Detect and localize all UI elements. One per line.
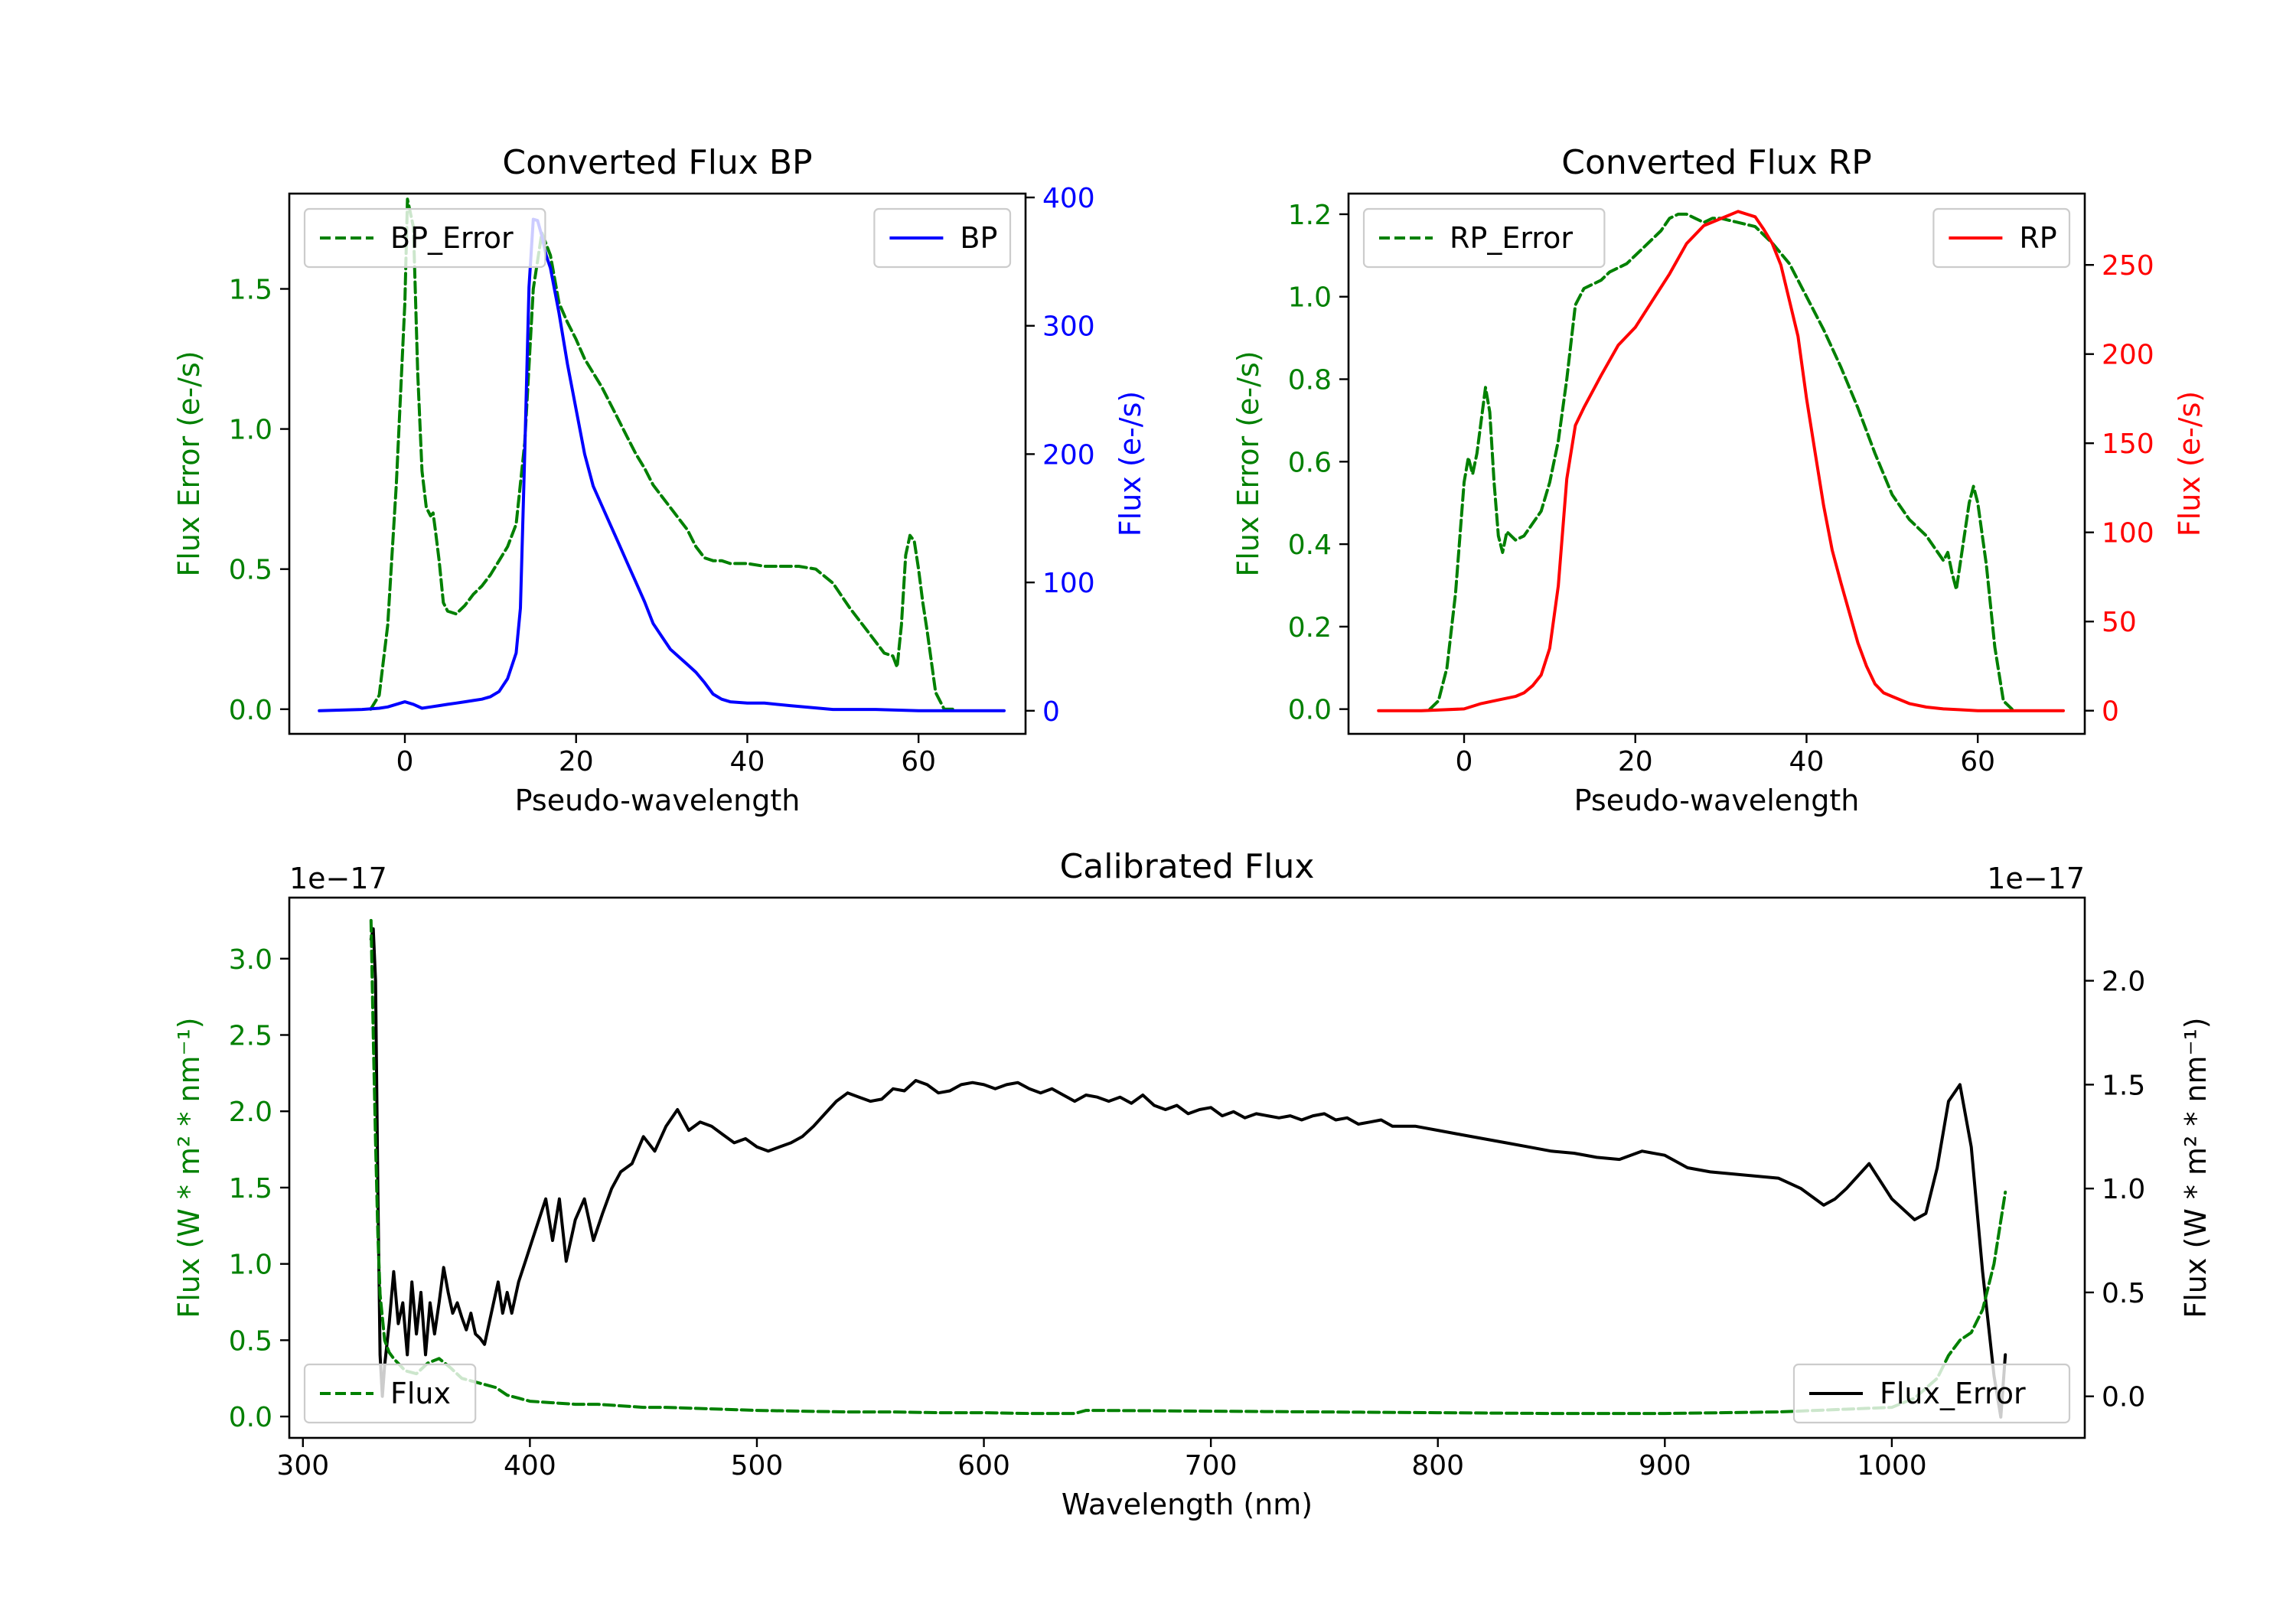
x-axis-label: Pseudo-wavelength	[515, 784, 801, 817]
y-right-tick-label: 0.5	[2102, 1278, 2145, 1309]
x-tick-label: 40	[1789, 746, 1825, 777]
legend-label: Flux_Error	[1880, 1377, 2026, 1410]
y-right-tick-label: 0	[2102, 696, 2119, 728]
legend-label: RP	[2019, 221, 2056, 255]
y-left-tick-label: 1.5	[229, 1173, 272, 1204]
y-left-tick-label: 0.0	[229, 695, 272, 726]
y-right-offset-text: 1e−17	[1987, 862, 2085, 895]
legend-flux_error: Flux	[303, 1363, 477, 1424]
y-right-tick-label: 1.0	[2102, 1174, 2145, 1205]
y-left-tick-label: 1.0	[229, 1250, 272, 1281]
y-right-axis-label: Flux (W * m² * nm⁻¹)	[2179, 1017, 2213, 1318]
axes-frame	[288, 192, 1027, 735]
y-left-tick-label: 0.0	[1288, 695, 1332, 726]
y-right-axis-label: Flux (e-/s)	[2173, 391, 2206, 536]
legend-label: BP	[960, 221, 997, 255]
y-left-axis-label: Flux Error (e-/s)	[1231, 350, 1265, 576]
series-line-bp_error	[369, 197, 954, 711]
x-tick-label: 900	[1639, 1450, 1691, 1482]
series-line-flux	[369, 927, 2007, 1419]
series-line-rp_error	[1428, 212, 2014, 711]
x-tick-label: 60	[1960, 746, 1995, 777]
y-right-tick-label: 50	[2102, 607, 2137, 638]
y-right-tick-label: 400	[1042, 183, 1095, 214]
y-left-tick-label: 1.0	[1288, 282, 1332, 314]
chart-title: Converted Flux BP	[502, 143, 812, 182]
x-axis-label: Wavelength (nm)	[1062, 1488, 1313, 1521]
y-left-tick-label: 2.0	[229, 1097, 272, 1128]
y-left-tick-label: 0.6	[1288, 447, 1332, 478]
y-right-tick-label: 200	[1042, 439, 1095, 471]
x-tick-label: 60	[901, 746, 936, 777]
series-line-rp	[1377, 210, 2065, 712]
x-tick-label: 800	[1411, 1450, 1464, 1482]
y-right-tick-label: 150	[2102, 429, 2154, 460]
y-right-tick-label: 0	[1042, 696, 1060, 728]
legend-bp: BP	[873, 207, 1012, 269]
y-right-tick-label: 1.5	[2102, 1070, 2145, 1101]
y-left-axis-label: Flux Error (e-/s)	[172, 350, 206, 576]
legend-label: Flux	[390, 1377, 451, 1410]
x-tick-label: 0	[1456, 746, 1473, 777]
y-right-tick-label: 0.0	[2102, 1382, 2145, 1413]
y-left-tick-label: 0.8	[1288, 365, 1332, 396]
legend-box	[1362, 207, 1606, 269]
legend-rp: RP	[1932, 207, 2071, 269]
x-tick-label: 400	[504, 1450, 556, 1482]
x-tick-label: 300	[276, 1450, 329, 1482]
y-left-tick-label: 0.2	[1288, 612, 1332, 644]
chart-title: Converted Flux RP	[1561, 143, 1872, 182]
y-right-axis-label: Flux (e-/s)	[1114, 391, 1147, 536]
y-right-tick-label: 300	[1042, 311, 1095, 343]
legend-box	[303, 1363, 477, 1424]
chart-rp: 0 20 40 60 0.0 0.2 0.4 0.6 0.8 1.0 1.2 0 50 100 150 200…	[1231, 143, 2206, 817]
chart-bp: 0 20 40 60 0.0 0.5 1.0 1.5 0 100 200 300 400 Converte…	[172, 143, 1147, 817]
y-left-tick-label: 1.2	[1288, 200, 1332, 231]
y-left-tick-label: 0.5	[229, 1325, 272, 1357]
x-tick-label: 40	[730, 746, 765, 777]
legend-flux: Flux_Error	[1792, 1363, 2071, 1424]
chart-calibrated: 300 400 500 600 700 800 900 1000 0.0 0.5 1.0 1.5 2.0…	[172, 847, 2213, 1521]
y-right-tick-label: 250	[2102, 250, 2154, 282]
legend-rp_error: RP_Error	[1362, 207, 1606, 269]
x-tick-label: 0	[396, 746, 414, 777]
y-left-tick-label: 3.0	[229, 944, 272, 976]
y-left-tick-label: 2.5	[229, 1020, 272, 1051]
x-tick-label: 1000	[1857, 1450, 1927, 1482]
axes-frame	[288, 896, 2086, 1439]
y-left-tick-label: 0.0	[229, 1402, 272, 1433]
x-tick-label: 20	[1618, 746, 1653, 777]
y-left-tick-label: 1.5	[229, 275, 272, 306]
axes-frame	[1347, 192, 2086, 735]
legend-box	[303, 207, 546, 269]
y-left-offset-text: 1e−17	[289, 862, 387, 895]
y-right-tick-label: 200	[2102, 340, 2154, 371]
legend-bp_error: BP_Error	[303, 207, 546, 269]
x-tick-label: 20	[559, 746, 594, 777]
y-right-tick-label: 2.0	[2102, 966, 2145, 998]
x-tick-label: 600	[957, 1450, 1010, 1482]
legend-box	[1792, 1363, 2071, 1424]
y-right-tick-label: 100	[1042, 568, 1095, 599]
y-left-tick-label: 0.5	[229, 555, 272, 586]
legend-label: BP_Error	[390, 221, 514, 255]
y-left-axis-label: Flux (W * m² * nm⁻¹)	[172, 1017, 206, 1318]
x-tick-label: 700	[1185, 1450, 1238, 1482]
y-left-tick-label: 1.0	[229, 415, 272, 446]
y-right-tick-label: 100	[2102, 518, 2154, 549]
x-tick-label: 500	[731, 1450, 784, 1482]
x-axis-label: Pseudo-wavelength	[1574, 784, 1860, 817]
series-line-bp	[318, 217, 1006, 712]
y-left-tick-label: 0.4	[1288, 530, 1332, 561]
legend-label: RP_Error	[1450, 221, 1573, 255]
chart-title: Calibrated Flux	[1060, 847, 1315, 886]
